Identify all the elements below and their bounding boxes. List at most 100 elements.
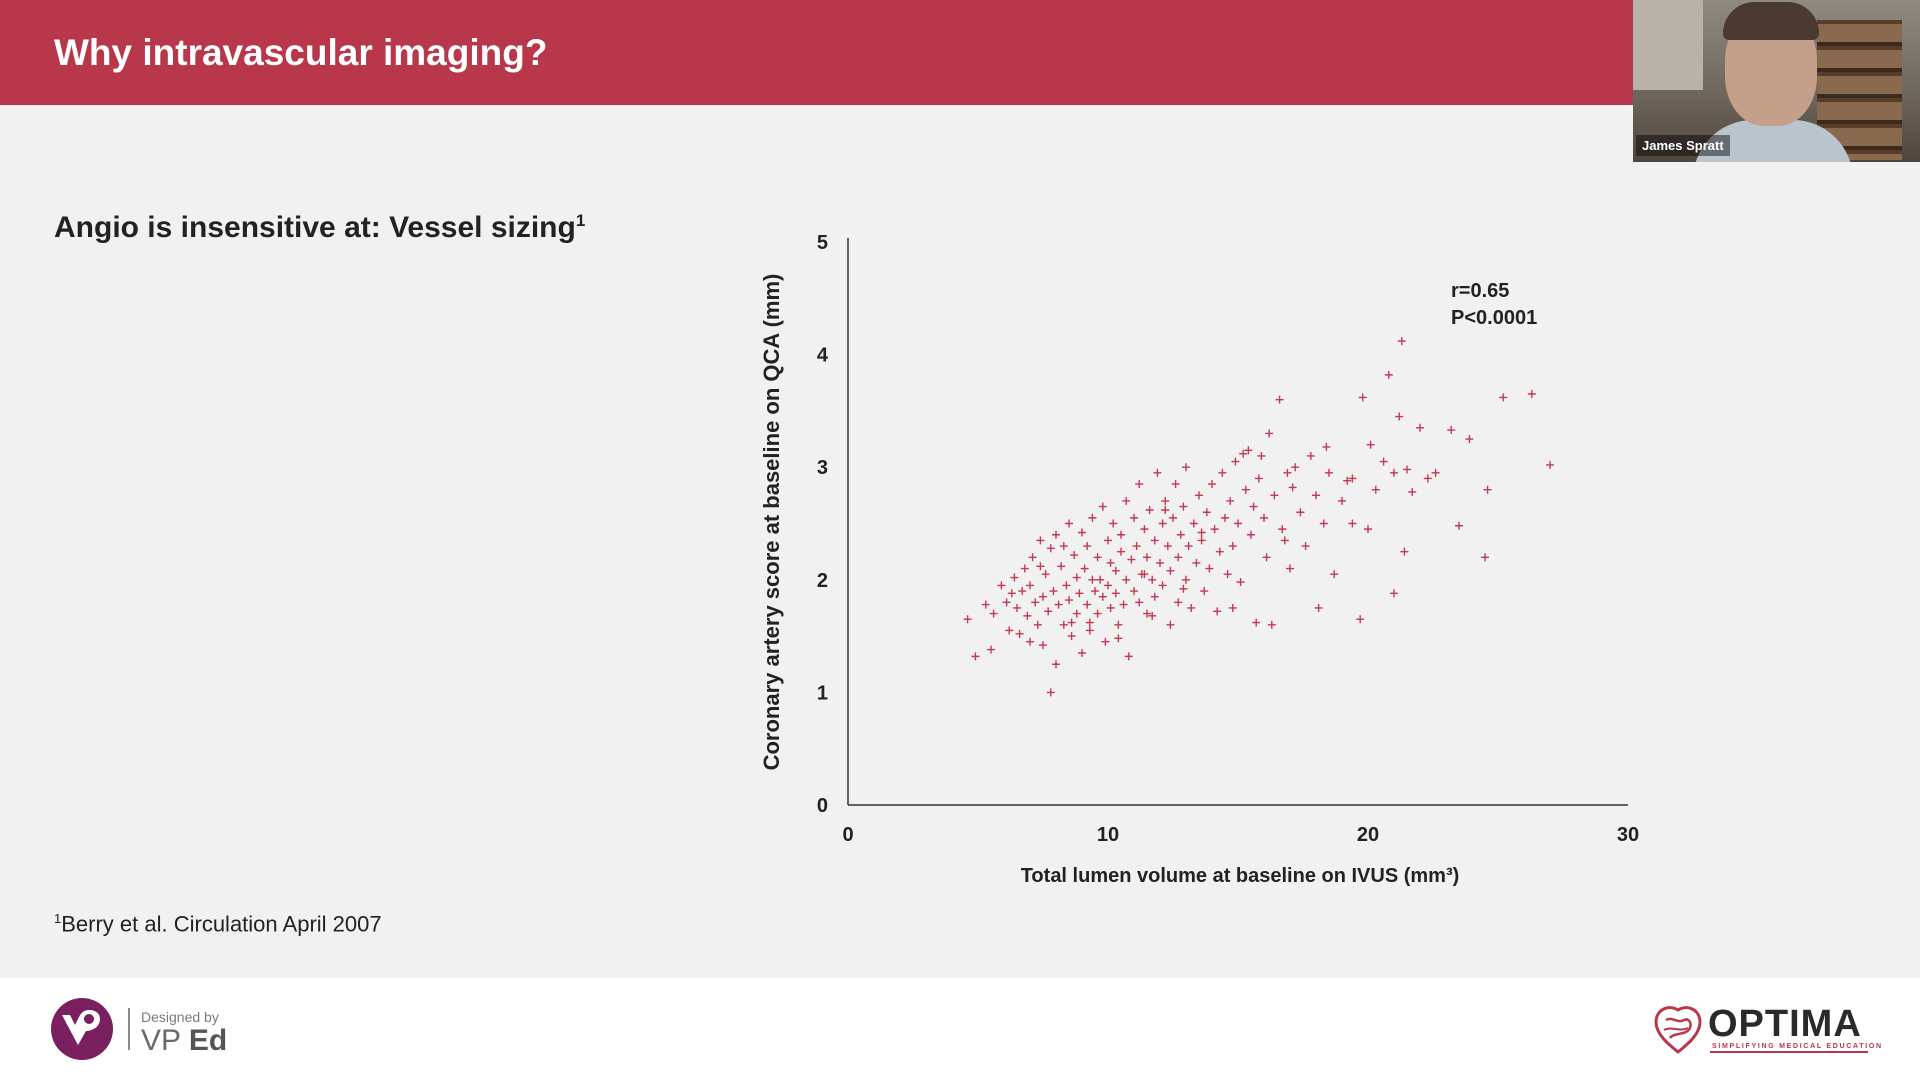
scatter-point xyxy=(1218,468,1227,477)
scatter-point xyxy=(1039,592,1047,601)
scatter-point xyxy=(1286,564,1294,573)
scatter-point xyxy=(1184,542,1193,551)
scatter-point xyxy=(1122,496,1131,505)
scatter-point xyxy=(1343,476,1352,485)
participant-name-label: James Spratt xyxy=(1636,135,1730,156)
reference-text: Berry et al. Circulation April 2007 xyxy=(61,911,382,937)
scatter-point xyxy=(1431,468,1440,477)
scatter-point xyxy=(1059,620,1068,629)
scatter-point xyxy=(1093,609,1102,618)
scatter-point xyxy=(1083,600,1092,609)
scatter-point xyxy=(1049,587,1058,596)
scatter-point xyxy=(1322,442,1331,451)
scatter-point xyxy=(1197,536,1206,545)
scatter-point xyxy=(1046,544,1055,553)
scatter-point xyxy=(1114,634,1123,643)
scatter-point xyxy=(1325,468,1333,477)
scatter-point xyxy=(1007,589,1016,598)
scatter-point xyxy=(1239,449,1248,458)
y-tick-label: 3 xyxy=(817,457,828,479)
scatter-point xyxy=(1228,603,1237,612)
x-tick-label: 30 xyxy=(1617,824,1639,846)
optima-tagline: SIMPLIFYING MEDICAL EDUCATION xyxy=(1712,1043,1883,1050)
scatter-point xyxy=(1031,598,1040,607)
scatter-point xyxy=(1306,451,1315,460)
scatter-point xyxy=(1192,558,1201,567)
scatter-point xyxy=(1395,412,1404,421)
scatter-point xyxy=(1174,598,1183,607)
scatter-point xyxy=(1111,589,1120,598)
scatter-point xyxy=(1111,566,1120,575)
scatter-point xyxy=(1143,609,1151,618)
scatter-point xyxy=(1013,603,1021,612)
scatter-point xyxy=(1106,603,1115,612)
scatter-point xyxy=(1447,426,1456,435)
scatter-point xyxy=(1124,652,1133,661)
scatter-point xyxy=(1291,463,1300,472)
scatter-point xyxy=(981,600,990,609)
scatter-point xyxy=(1067,618,1076,627)
scatter-point xyxy=(1044,607,1053,616)
scatter-point xyxy=(1161,505,1170,514)
scatter-point xyxy=(1288,483,1297,492)
scatter-point xyxy=(1366,440,1375,449)
scatter-point xyxy=(1174,553,1183,562)
scatter-point xyxy=(1330,570,1339,579)
scatter-point xyxy=(1085,626,1094,635)
scatter-point xyxy=(1226,496,1235,505)
scatter-point xyxy=(1301,542,1310,551)
x-axis-label: Total lumen volume at baseline on IVUS (… xyxy=(1021,865,1460,887)
scatter-point xyxy=(963,615,972,624)
scatter-point xyxy=(1078,528,1086,537)
scatter-point xyxy=(1088,575,1097,584)
scatter-point xyxy=(1026,637,1034,646)
scatter-point xyxy=(1054,600,1063,609)
participant-video-tile[interactable]: James Spratt xyxy=(1633,0,1920,162)
scatter-point xyxy=(1156,558,1164,567)
reference-footnote-marker: 1 xyxy=(54,911,62,926)
scatter-point xyxy=(1228,542,1237,551)
scatter-point xyxy=(1202,508,1211,517)
scatter-point xyxy=(1023,611,1032,620)
scatter-point xyxy=(1252,618,1261,627)
optima-logo-icon xyxy=(1654,1006,1702,1054)
y-tick-label: 1 xyxy=(817,682,828,704)
scatter-point xyxy=(1546,460,1554,469)
video-background-window xyxy=(1633,0,1703,90)
scatter-point xyxy=(1423,474,1432,483)
scatter-point xyxy=(1280,536,1289,545)
scatter-point xyxy=(1039,641,1047,650)
scatter-point xyxy=(1348,474,1357,483)
scatter-point xyxy=(1314,603,1323,612)
scatter-point xyxy=(1070,551,1079,560)
scatter-point xyxy=(1015,629,1024,638)
scatter-point xyxy=(1166,566,1175,575)
scatter-point xyxy=(1213,607,1222,616)
y-tick-labels: 0 1 2 3 4 5 xyxy=(817,232,829,817)
scatter-point xyxy=(1041,570,1050,579)
scatter-point xyxy=(1119,600,1128,609)
optima-wordmark: OPTIMA xyxy=(1708,1003,1862,1045)
scatter-point xyxy=(1364,525,1372,534)
scatter-point xyxy=(1010,573,1019,582)
subtitle-text: Angio is insensitive at: Vessel sizing xyxy=(54,211,576,244)
scatter-point xyxy=(1244,446,1253,455)
scatter-point xyxy=(1135,480,1144,489)
scatter-point xyxy=(1247,530,1255,539)
scatter-point xyxy=(1104,581,1112,590)
scatter-point xyxy=(1036,536,1045,545)
scatter-point xyxy=(1481,553,1489,562)
scatter-point xyxy=(1067,632,1076,641)
slide-title: Why intravascular imaging? xyxy=(54,32,548,73)
scatter-point xyxy=(1132,542,1141,551)
scatter-point xyxy=(1189,519,1198,528)
scatter-point xyxy=(1117,530,1125,539)
scatter-point xyxy=(1122,575,1131,584)
scatter-point xyxy=(1338,496,1346,505)
y-tick-label: 0 xyxy=(817,795,828,817)
y-tick-label: 5 xyxy=(817,232,828,254)
scatter-point xyxy=(1465,435,1474,444)
scatter-point xyxy=(1150,536,1159,545)
scatter-point xyxy=(1267,620,1276,629)
scatter-point xyxy=(1236,578,1245,587)
